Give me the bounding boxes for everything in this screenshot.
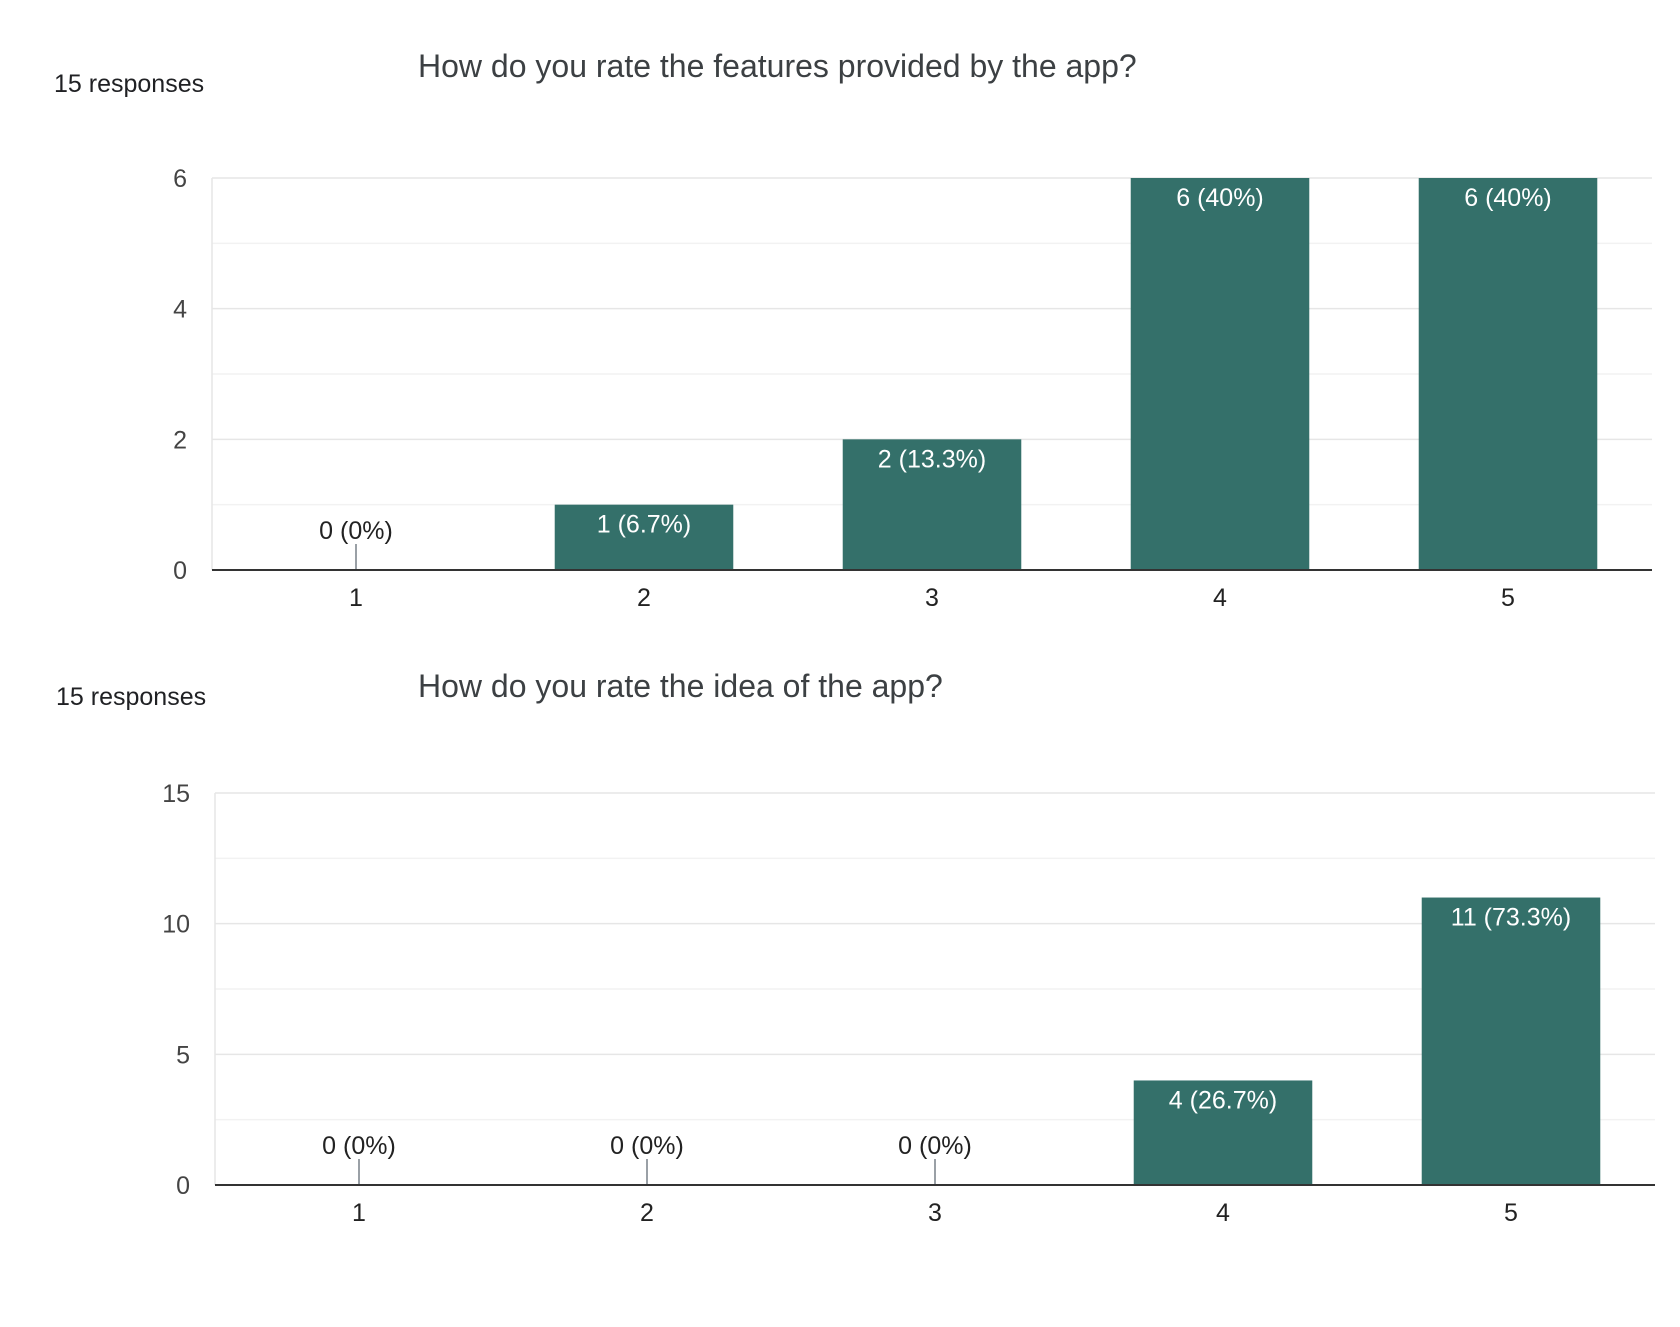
x-tick-label: 1 bbox=[349, 584, 363, 612]
y-tick-label: 10 bbox=[162, 911, 190, 939]
responses-count: 15 responses bbox=[54, 70, 205, 98]
y-tick-label: 15 bbox=[162, 780, 190, 808]
x-tick-label: 2 bbox=[637, 584, 651, 612]
bar bbox=[1133, 1080, 1313, 1185]
x-tick-label: 3 bbox=[928, 1199, 942, 1227]
data-label: 11 (73.3%) bbox=[1451, 904, 1571, 932]
y-tick-label: 0 bbox=[176, 1172, 190, 1200]
data-label: 0 (0%) bbox=[322, 1132, 396, 1160]
x-tick-label: 5 bbox=[1504, 1199, 1518, 1227]
data-label: 0 (0%) bbox=[319, 517, 393, 545]
x-tick-label: 5 bbox=[1501, 584, 1515, 612]
data-label: 6 (40%) bbox=[1464, 184, 1552, 212]
bar bbox=[1130, 178, 1310, 570]
bar bbox=[842, 439, 1022, 570]
y-tick-label: 2 bbox=[173, 426, 187, 454]
data-label: 2 (13.3%) bbox=[878, 445, 986, 473]
x-tick-label: 2 bbox=[640, 1199, 654, 1227]
bar bbox=[1418, 178, 1598, 570]
data-label: 1 (6.7%) bbox=[597, 511, 691, 539]
y-tick-label: 4 bbox=[173, 296, 187, 324]
data-label: 0 (0%) bbox=[898, 1132, 972, 1160]
x-tick-label: 4 bbox=[1216, 1199, 1230, 1227]
bar bbox=[1421, 897, 1601, 1185]
bar bbox=[554, 504, 734, 570]
responses-count: 15 responses bbox=[56, 683, 207, 711]
x-tick-label: 1 bbox=[352, 1199, 366, 1227]
bar-chart-features: 0 2 4 6 0 (0%) 1 1 (6.7%) 2 2 (13.3%) 3 6 (40%) 4 6 … bbox=[173, 165, 1652, 612]
y-tick-label: 6 bbox=[173, 165, 187, 193]
x-tick-label: 4 bbox=[1213, 584, 1227, 612]
chart-title: How do you rate the idea of the app? bbox=[418, 668, 943, 704]
chart-title: How do you rate the features provided by… bbox=[418, 48, 1137, 84]
data-label: 6 (40%) bbox=[1176, 184, 1264, 212]
y-tick-label: 5 bbox=[176, 1041, 190, 1069]
x-tick-label: 3 bbox=[925, 584, 939, 612]
data-label: 4 (26.7%) bbox=[1169, 1086, 1277, 1114]
data-label: 0 (0%) bbox=[610, 1132, 684, 1160]
y-tick-label: 0 bbox=[173, 557, 187, 585]
